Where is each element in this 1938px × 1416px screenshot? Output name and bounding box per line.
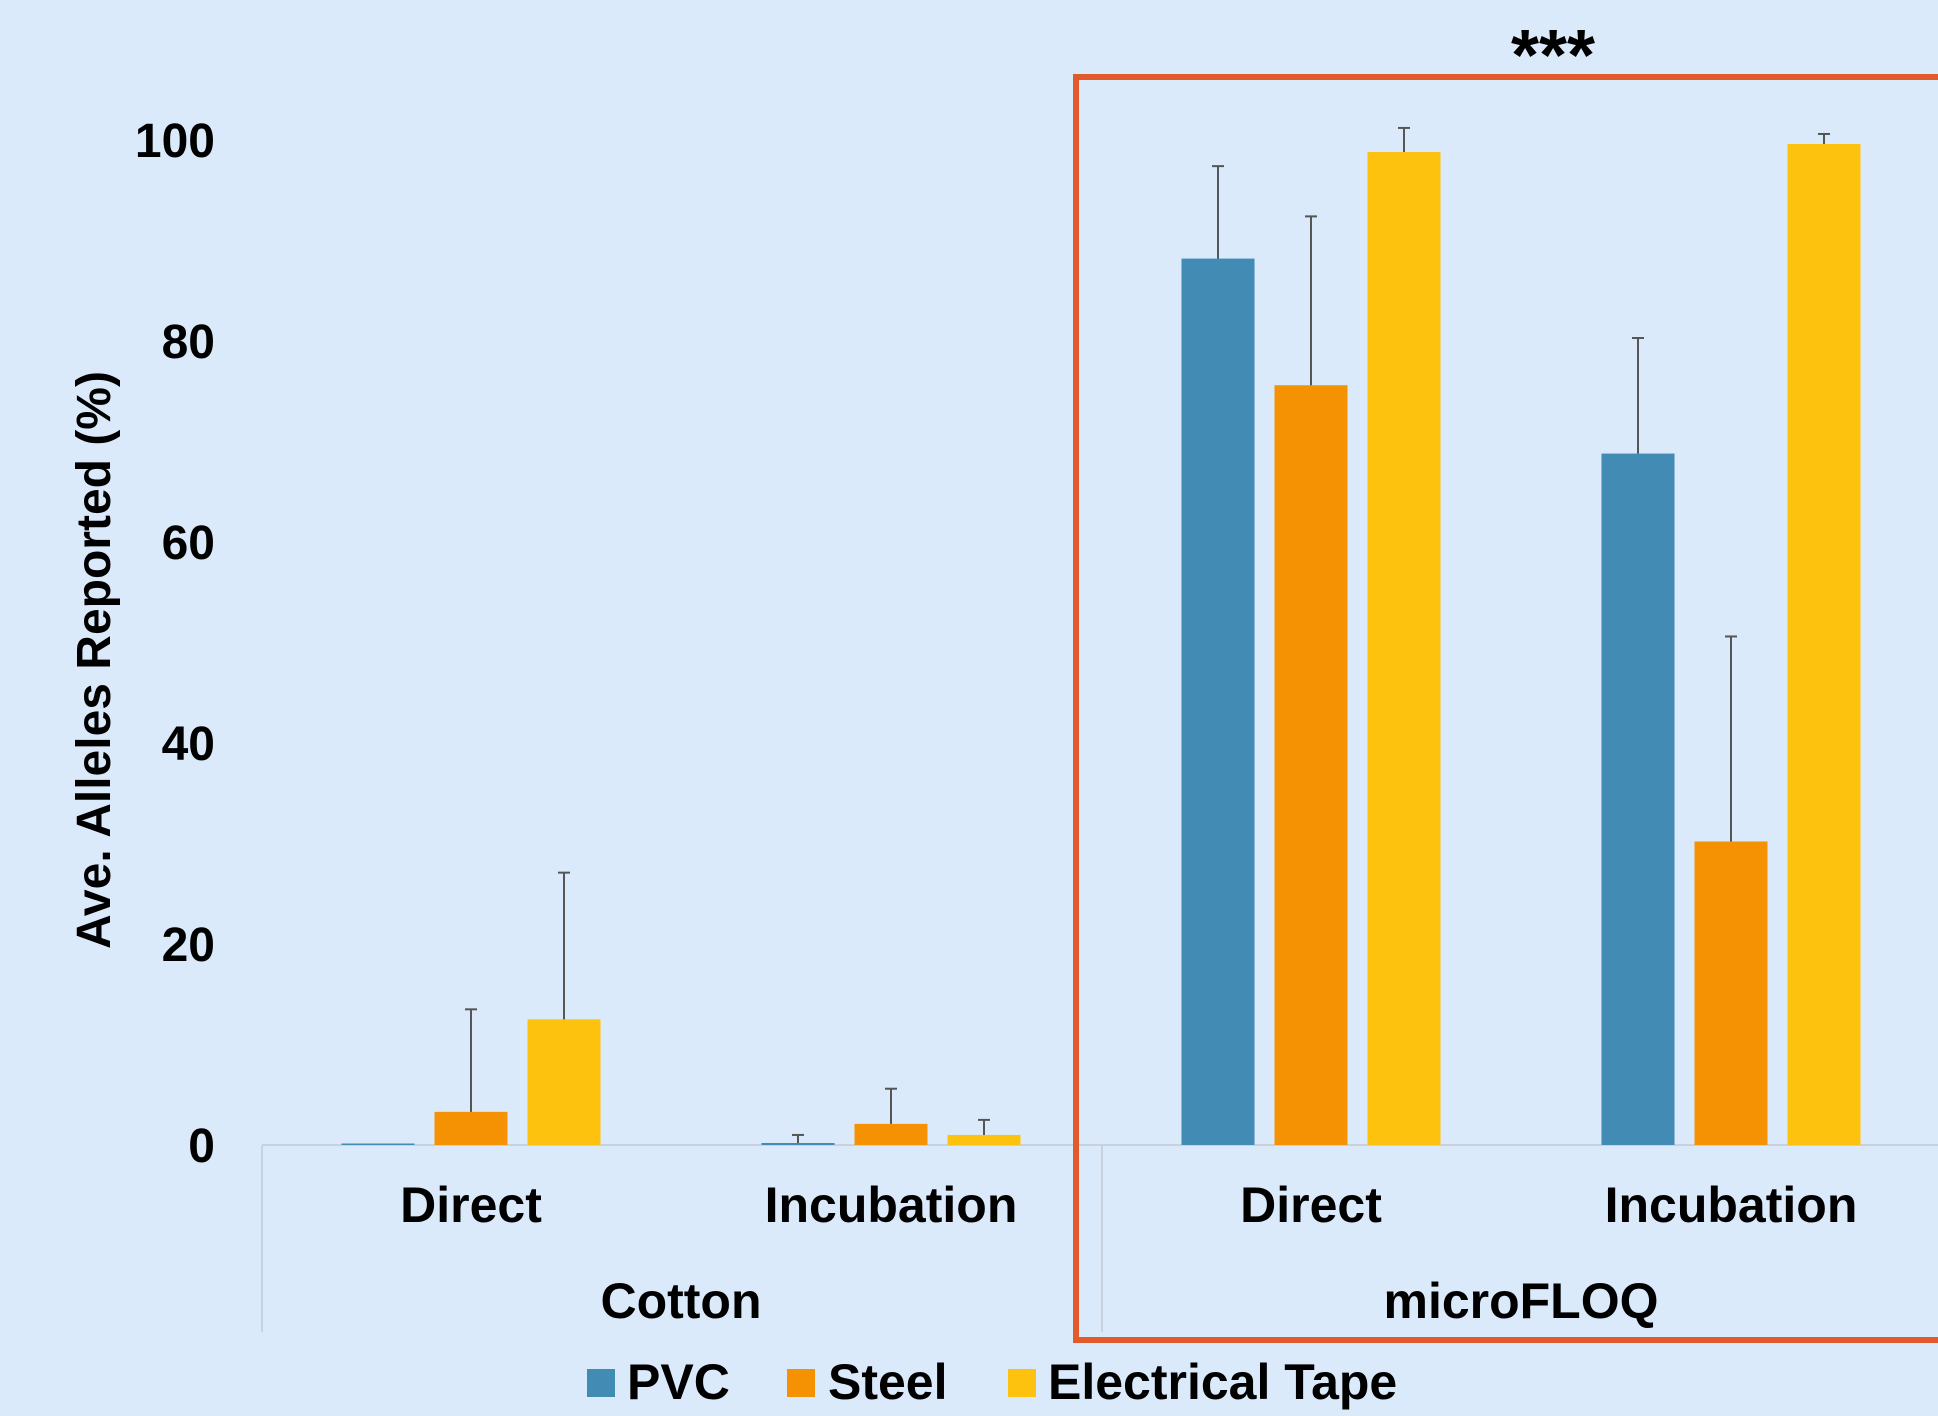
legend-label: PVC	[627, 1354, 730, 1410]
significance-annotation: ***	[1511, 16, 1595, 96]
bar-electrical-tape	[1787, 144, 1861, 1145]
legend-label: Electrical Tape	[1048, 1354, 1397, 1410]
y-tick-label: 20	[162, 919, 215, 972]
x-category-label: Incubation	[765, 1177, 1018, 1233]
bar-steel	[1274, 385, 1348, 1146]
x-group-label: Cotton	[600, 1273, 761, 1329]
bar-steel	[434, 1111, 508, 1145]
y-tick-label: 100	[135, 115, 215, 168]
bar-steel	[854, 1123, 928, 1145]
bar-pvc	[1181, 258, 1255, 1146]
y-tick-label: 80	[162, 316, 215, 369]
bar-electrical-tape	[527, 1019, 601, 1145]
bar-pvc	[341, 1143, 415, 1145]
highlight-box	[1073, 74, 1938, 1343]
legend-swatch	[787, 1369, 815, 1397]
x-group-label: microFLOQ	[1383, 1273, 1658, 1329]
x-category-label: Incubation	[1605, 1177, 1858, 1233]
bar-electrical-tape	[1367, 152, 1441, 1145]
x-category-label: Direct	[1240, 1177, 1382, 1233]
y-tick-label: 60	[162, 517, 215, 570]
bar-electrical-tape	[947, 1134, 1021, 1145]
bar-pvc	[761, 1142, 835, 1145]
bar-steel	[1694, 841, 1768, 1145]
legend-swatch	[1008, 1369, 1036, 1397]
y-tick-label: 0	[188, 1120, 215, 1173]
bar-pvc	[1601, 453, 1675, 1145]
y-tick-label: 40	[162, 718, 215, 771]
y-axis-label: Ave. Alleles Reported (%)	[68, 371, 121, 949]
legend-label: Steel	[828, 1354, 948, 1410]
legend-swatch	[587, 1369, 615, 1397]
x-category-label: Direct	[400, 1177, 542, 1233]
